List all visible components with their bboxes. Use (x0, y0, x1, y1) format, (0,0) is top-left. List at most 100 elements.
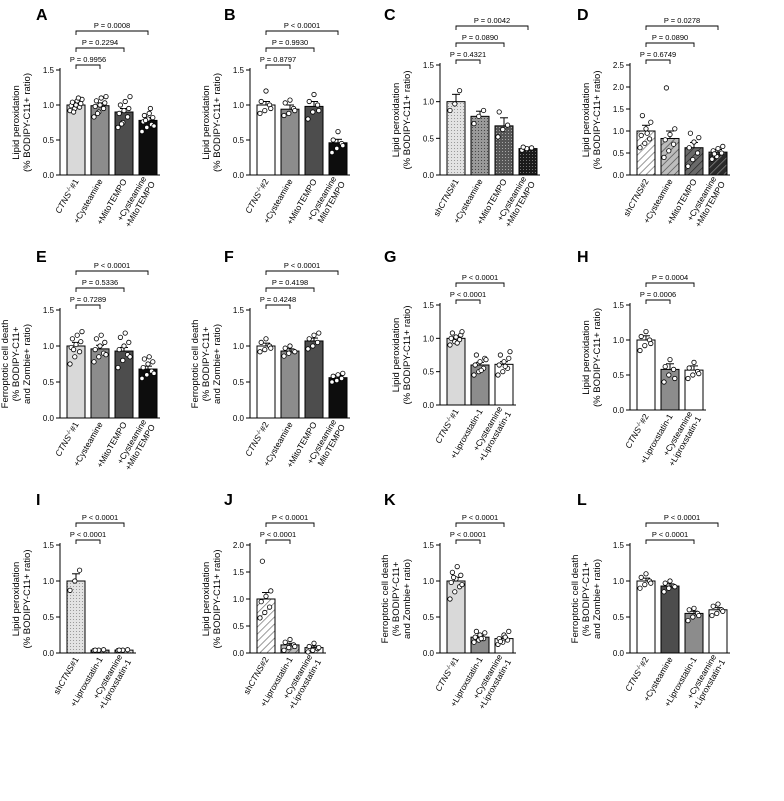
p-value-label: P < 0.0001 (462, 273, 498, 282)
data-point (292, 349, 298, 355)
data-point (292, 108, 298, 114)
data-point (316, 330, 322, 336)
data-point (662, 580, 668, 586)
data-point (500, 126, 506, 133)
data-point (472, 362, 478, 368)
y-tick-label: 0.0 (43, 649, 55, 658)
y-tick-label: 1.5 (43, 541, 55, 550)
data-point (648, 580, 654, 586)
y-tick-label: 1.5 (43, 306, 55, 315)
data-point (478, 367, 484, 373)
significance-bracket (265, 270, 339, 275)
chart-panel-f: F 0.0 0.5 1.0 1.5 Ferroptotic cell death(% BO… (190, 249, 350, 469)
data-point (504, 122, 511, 128)
data-point (144, 124, 150, 131)
significance-bracket (75, 304, 101, 309)
data-point (648, 340, 654, 347)
data-point (690, 372, 696, 378)
data-point (330, 373, 336, 379)
data-point (644, 130, 650, 136)
data-point (72, 578, 78, 584)
y-axis-label: Ferroptotic cell death(% BODIPY-C11+and … (570, 555, 603, 644)
data-point (286, 644, 292, 651)
data-point (257, 110, 263, 117)
data-point (638, 333, 644, 340)
data-point (146, 110, 152, 117)
data-point (452, 589, 458, 595)
data-point (125, 114, 131, 120)
y-axis-label: Lipid peroxidation(% BODIPY-C11+ ratio) (391, 306, 413, 405)
p-value-label: P = 0.0042 (474, 16, 510, 25)
data-point (643, 126, 649, 132)
chart-panel-i: I 0.0 0.5 1.0 1.5 Lipid peroxidation(% BODIPY… (11, 492, 136, 711)
data-point (117, 334, 124, 340)
data-point (471, 372, 477, 378)
data-point (258, 339, 264, 345)
data-point (116, 647, 122, 653)
p-value-label: P = 0.6749 (640, 50, 676, 59)
data-point (667, 131, 673, 138)
data-point (340, 370, 346, 376)
p-value-label: P = 0.9956 (70, 55, 106, 64)
y-axis-label: Lipid peroxidation(% BODIPY-C11+ ratio) (11, 550, 33, 649)
data-point (75, 95, 82, 101)
data-point (126, 105, 132, 112)
panel-letter: L (577, 492, 587, 509)
data-point (117, 102, 124, 108)
data-point (101, 647, 107, 653)
data-point (93, 336, 100, 342)
significance-bracket (265, 304, 291, 309)
data-point (257, 349, 263, 355)
y-tick-label: 1.0 (423, 98, 435, 107)
data-point (281, 353, 287, 359)
p-value-label: P = 0.0006 (640, 290, 676, 299)
y-tick-label: 1.5 (613, 541, 625, 550)
data-point (92, 346, 98, 353)
data-point (127, 354, 133, 360)
significance-bracket (645, 42, 695, 47)
data-point (709, 156, 715, 162)
y-tick-label: 1.5 (423, 541, 435, 550)
data-point (97, 343, 103, 349)
data-point (77, 567, 83, 573)
y-tick-label: 0.0 (423, 649, 435, 658)
data-point (101, 105, 107, 112)
p-value-label: P = 0.0278 (664, 16, 700, 25)
data-point (316, 644, 322, 651)
data-point (500, 369, 506, 375)
data-point (502, 363, 508, 369)
data-point (287, 343, 293, 349)
data-point (69, 336, 76, 342)
data-point (495, 372, 501, 378)
data-point (449, 569, 455, 575)
p-value-label: P < 0.0001 (450, 290, 486, 299)
data-point (102, 339, 108, 345)
chart-panel-c: C 0.0 0.5 1.0 1.5 Lipid peroxidation(% BODIPY… (384, 7, 540, 229)
data-point (310, 647, 316, 653)
y-tick-label: 1.0 (233, 342, 245, 351)
data-point (506, 628, 512, 635)
y-axis-label: Lipid peroxidation(% BODIPY-C11+ ratio) (11, 73, 33, 172)
data-point (686, 365, 692, 371)
significance-bracket (455, 522, 505, 527)
significance-bracket (265, 64, 291, 69)
data-point (638, 574, 644, 581)
data-point (262, 108, 268, 114)
y-tick-label: 1.5 (233, 306, 245, 315)
data-point (685, 375, 691, 382)
data-point (314, 339, 321, 345)
y-tick-label: 0.5 (423, 134, 435, 143)
bar (256, 598, 276, 654)
data-point (73, 341, 79, 348)
data-point (711, 151, 718, 157)
panel-letter: F (224, 249, 234, 266)
data-point (496, 362, 502, 368)
data-point (643, 571, 649, 577)
y-tick-label: 1.5 (613, 301, 625, 310)
data-point (329, 379, 335, 385)
data-point (258, 98, 264, 105)
p-value-label: P = 0.0004 (652, 273, 688, 282)
data-point (334, 145, 340, 151)
data-point (305, 649, 311, 655)
bar (660, 585, 680, 654)
